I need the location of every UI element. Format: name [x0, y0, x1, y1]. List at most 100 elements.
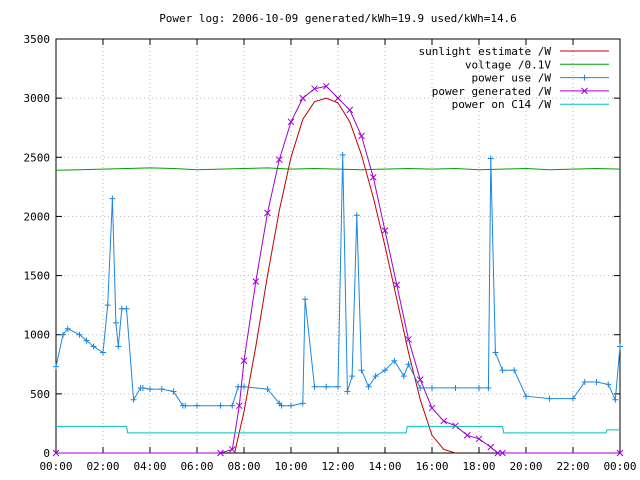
x-tick-label: 02:00 — [86, 460, 119, 473]
data-point — [90, 343, 97, 350]
data-point — [100, 349, 106, 356]
data-point — [264, 386, 271, 393]
series-0 — [234, 97, 456, 454]
data-point — [523, 393, 529, 400]
legend-marker — [581, 87, 588, 95]
series-3 — [52, 82, 624, 457]
data-point — [475, 435, 483, 443]
data-point — [228, 446, 236, 453]
data-point — [511, 367, 518, 374]
data-point — [60, 331, 67, 338]
series-1 — [55, 167, 621, 171]
y-tick-label: 2500 — [24, 151, 51, 164]
y-tick-label: 1500 — [24, 270, 51, 283]
data-point — [322, 82, 330, 90]
x-tick-label: 22:00 — [556, 460, 589, 473]
data-point — [53, 363, 59, 370]
data-point — [158, 386, 165, 393]
data-point — [612, 396, 619, 403]
y-tick-label: 2000 — [24, 210, 51, 223]
series-line — [234, 97, 456, 454]
data-point — [382, 367, 388, 374]
data-point — [492, 349, 499, 356]
data-point — [240, 357, 248, 365]
data-point — [311, 85, 318, 93]
data-point — [452, 422, 459, 430]
data-point — [104, 302, 111, 309]
data-point — [349, 373, 356, 380]
data-point — [428, 404, 436, 412]
axis-layer: 0 500 1000 1500 2000 2500 3000 3500 00:00 02:00 04… — [24, 33, 637, 473]
data-point — [391, 357, 398, 364]
series-line — [56, 85, 620, 454]
x-tick-label: 06:00 — [180, 460, 213, 473]
legend-marker — [581, 74, 588, 81]
x-tick-label: 04:00 — [133, 460, 166, 473]
data-point — [417, 384, 424, 391]
data-point — [52, 449, 60, 457]
data-point — [381, 227, 389, 234]
data-point — [335, 383, 341, 390]
data-point — [123, 305, 130, 312]
data-point — [463, 431, 471, 439]
data-point — [302, 296, 309, 303]
chart-title: Power log: 2006-10-09 generated/kWh=19.9… — [159, 12, 517, 25]
data-point — [264, 209, 271, 217]
data-point — [393, 281, 401, 289]
legend-label: voltage /0.1V — [465, 58, 551, 71]
data-point — [416, 376, 424, 384]
data-point — [235, 402, 243, 410]
y-tick-label: 3000 — [24, 92, 51, 105]
data-point — [452, 384, 459, 391]
data-point — [109, 195, 116, 202]
data-point — [299, 94, 307, 102]
data-point — [311, 383, 318, 390]
data-point — [235, 383, 242, 390]
data-point — [275, 156, 283, 164]
legend-label: power on C14 /W — [452, 98, 552, 111]
data-point — [76, 331, 83, 338]
x-tick-label: 12:00 — [321, 460, 354, 473]
data-point — [64, 325, 71, 332]
data-point — [605, 381, 612, 388]
series-line — [55, 154, 621, 407]
data-point — [365, 383, 372, 390]
data-point — [194, 402, 200, 409]
data-point — [344, 388, 351, 395]
data-point — [405, 336, 412, 343]
data-point — [241, 383, 247, 390]
data-point — [487, 443, 495, 451]
y-tick-label: 500 — [30, 388, 50, 401]
data-point — [499, 449, 506, 457]
data-point — [485, 384, 492, 391]
data-point — [616, 449, 624, 457]
data-point — [405, 361, 412, 368]
data-point — [83, 337, 90, 344]
data-point — [570, 395, 576, 402]
data-point — [372, 373, 379, 380]
data-point — [487, 155, 494, 162]
data-point — [139, 384, 146, 391]
data-point — [369, 174, 377, 181]
data-point — [217, 402, 224, 409]
data-point — [299, 400, 306, 407]
y-tick-label: 0 — [43, 447, 50, 460]
x-tick-label: 08:00 — [227, 460, 260, 473]
data-point — [229, 402, 236, 409]
data-point — [112, 319, 119, 326]
data-point — [339, 151, 346, 158]
data-point — [476, 384, 482, 391]
x-tick-label: 14:00 — [368, 460, 401, 473]
data-point — [115, 343, 122, 350]
x-tick-label: 20:00 — [509, 460, 542, 473]
data-point — [440, 417, 448, 425]
data-point — [400, 373, 407, 380]
data-point — [617, 343, 623, 350]
data-point — [334, 94, 342, 102]
data-point — [170, 388, 177, 395]
x-tick-label: 00:00 — [39, 460, 72, 473]
series-2 — [53, 151, 623, 409]
